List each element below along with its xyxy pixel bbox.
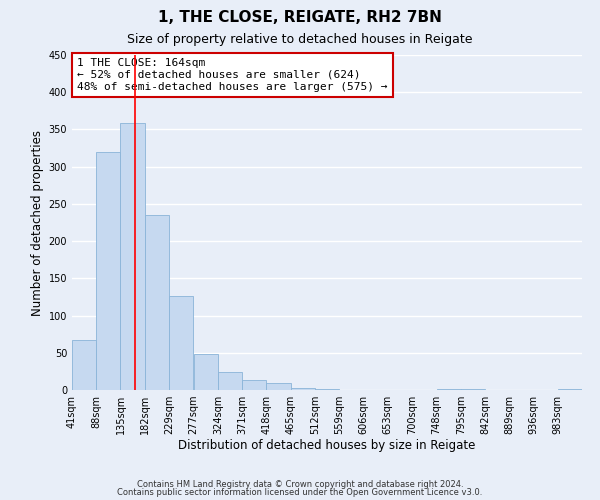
Bar xyxy=(96,152,121,390)
Bar xyxy=(461,388,485,390)
Y-axis label: Number of detached properties: Number of detached properties xyxy=(31,130,44,316)
Bar xyxy=(242,380,266,390)
Text: Contains HM Land Registry data © Crown copyright and database right 2024.: Contains HM Land Registry data © Crown c… xyxy=(137,480,463,489)
Text: Contains public sector information licensed under the Open Government Licence v3: Contains public sector information licen… xyxy=(118,488,482,497)
Bar xyxy=(290,388,315,390)
Bar xyxy=(194,354,218,390)
Bar xyxy=(72,340,96,390)
Bar xyxy=(218,372,242,390)
Bar xyxy=(121,124,145,390)
Text: Size of property relative to detached houses in Reigate: Size of property relative to detached ho… xyxy=(127,32,473,46)
X-axis label: Distribution of detached houses by size in Reigate: Distribution of detached houses by size … xyxy=(178,438,476,452)
Bar xyxy=(266,384,290,390)
Bar xyxy=(558,388,582,390)
Text: 1 THE CLOSE: 164sqm
← 52% of detached houses are smaller (624)
48% of semi-detac: 1 THE CLOSE: 164sqm ← 52% of detached ho… xyxy=(77,58,388,92)
Text: 1, THE CLOSE, REIGATE, RH2 7BN: 1, THE CLOSE, REIGATE, RH2 7BN xyxy=(158,10,442,25)
Bar xyxy=(169,296,193,390)
Bar xyxy=(145,215,169,390)
